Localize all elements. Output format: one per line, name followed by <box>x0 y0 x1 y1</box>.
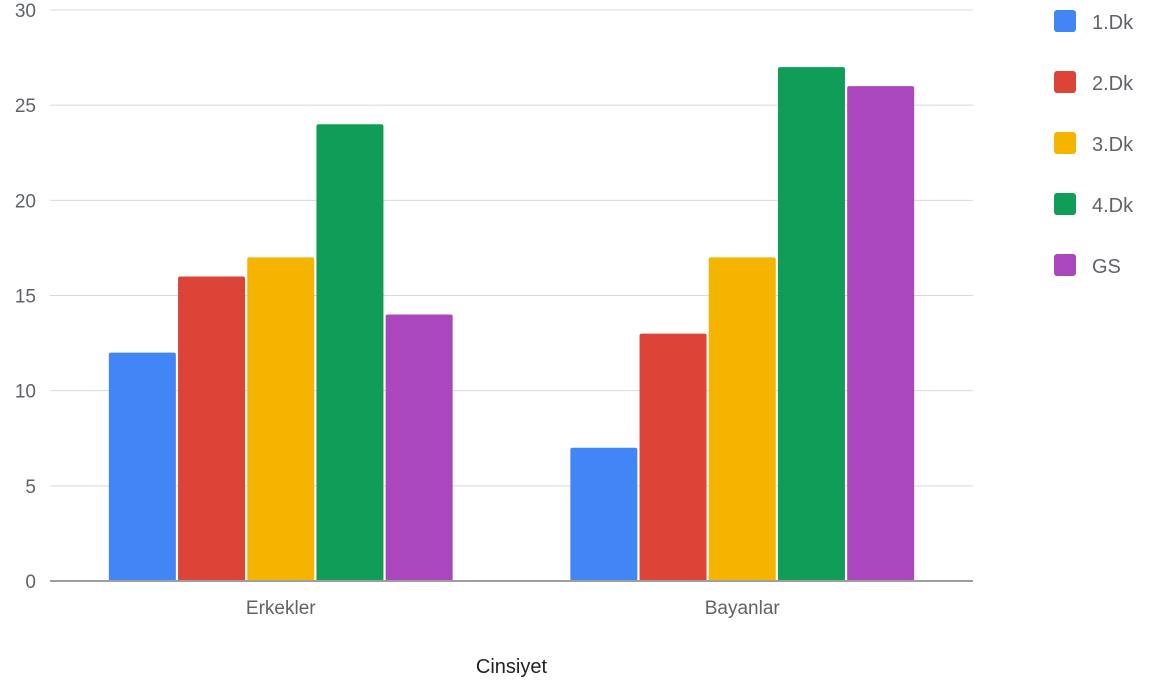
y-tick-label: 20 <box>15 191 36 212</box>
y-tick-label: 5 <box>25 477 36 498</box>
legend-swatch <box>1054 10 1076 32</box>
legend-swatch <box>1054 193 1076 215</box>
legend-item[interactable]: 4.Dk <box>1054 193 1134 217</box>
bar-2-dk-bayanlar[interactable] <box>639 333 707 581</box>
bar-3-dk-bayanlar[interactable] <box>708 257 776 581</box>
y-tick-label: 30 <box>15 1 36 22</box>
legend-label: GS <box>1092 256 1121 278</box>
bar-4-dk-bayanlar[interactable] <box>777 67 845 582</box>
bar-4-dk-erkekler[interactable] <box>316 124 384 581</box>
x-axis-title: Cinsiyet <box>476 656 548 678</box>
legend-swatch <box>1054 254 1076 276</box>
legend-label: 1.Dk <box>1092 12 1134 34</box>
legend-label: 3.Dk <box>1092 134 1134 156</box>
legend-item[interactable]: 1.Dk <box>1054 10 1134 34</box>
bar-2-dk-erkekler[interactable] <box>178 276 246 581</box>
bar-1-dk-bayanlar[interactable] <box>570 447 638 581</box>
bar-gs-erkekler[interactable] <box>385 314 453 581</box>
legend-item[interactable]: 2.Dk <box>1054 71 1134 95</box>
legend-swatch <box>1054 71 1076 93</box>
x-category-label: Erkekler <box>246 598 316 619</box>
bar-3-dk-erkekler[interactable] <box>247 257 315 581</box>
y-tick-label: 25 <box>15 96 36 117</box>
y-tick-label: 10 <box>15 382 36 403</box>
legend-item[interactable]: GS <box>1054 254 1121 278</box>
y-tick-label: 15 <box>15 287 36 308</box>
x-axis-categories: Erkekler Bayanlar <box>246 598 781 619</box>
legend-item[interactable]: 3.Dk <box>1054 132 1134 156</box>
legend-label: 4.Dk <box>1092 195 1134 217</box>
legend-swatch <box>1054 132 1076 154</box>
y-tick-label: 0 <box>25 572 36 593</box>
bars <box>108 67 915 582</box>
legend[interactable]: 1.Dk 2.Dk 3.Dk 4.Dk GS <box>1054 10 1134 278</box>
legend-label: 2.Dk <box>1092 73 1134 95</box>
y-axis-ticks: 0 5 10 15 20 25 30 <box>15 1 36 593</box>
bar-1-dk-erkekler[interactable] <box>108 352 176 581</box>
bar-gs-bayanlar[interactable] <box>847 86 915 581</box>
x-category-label: Bayanlar <box>705 598 781 619</box>
